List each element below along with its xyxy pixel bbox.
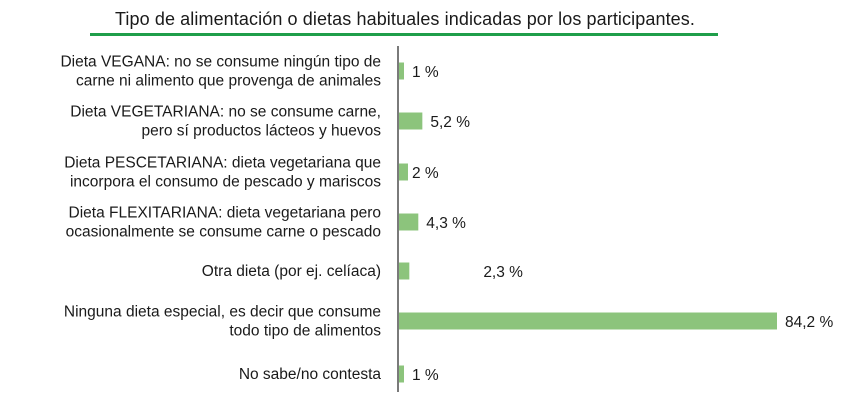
bar-4 [399,262,410,280]
category-label-2-1: incorpora el consumo de pescado y marisc… [70,174,381,191]
value-label-0: 1 % [412,64,439,81]
chart-title: Tipo de alimentación o dietas habituales… [115,9,695,29]
value-label-6: 1 % [412,367,439,384]
bar-3 [399,213,419,231]
category-label-6-0: No sabe/no contesta [239,366,382,383]
category-label-2-0: Dieta PESCETARIANA: dieta vegetariana qu… [64,155,381,172]
category-label-3-0: Dieta FLEXITARIANA: dieta vegetariana pe… [69,205,381,222]
value-label-1: 5,2 % [430,114,470,131]
category-label-3-1: ocasionalmente se consume carne o pescad… [66,224,381,241]
value-label-2: 2 % [412,165,439,182]
category-label-0-1: carne ni alimento que provenga de animal… [76,73,381,90]
bar-0 [399,62,404,80]
bar-6 [399,365,404,383]
category-label-4-0: Otra dieta (por ej. celíaca) [202,263,381,280]
value-label-4: 2,3 % [483,264,523,281]
category-label-1-0: Dieta VEGETARIANA: no se consume carne, [70,104,381,121]
title-underline [90,33,718,36]
value-label-3: 4,3 % [426,215,466,232]
bar-1 [399,112,423,130]
category-label-5-1: todo tipo de alimentos [229,323,381,340]
category-label-5-0: Ninguna dieta especial, es decir que con… [64,304,381,321]
category-label-1-1: pero sí productos lácteos y huevos [141,123,381,140]
bar-2 [399,163,408,181]
bar-5 [399,312,777,330]
category-label-0-0: Dieta VEGANA: no se consume ningún tipo … [60,54,381,71]
value-label-5: 84,2 % [785,314,833,331]
